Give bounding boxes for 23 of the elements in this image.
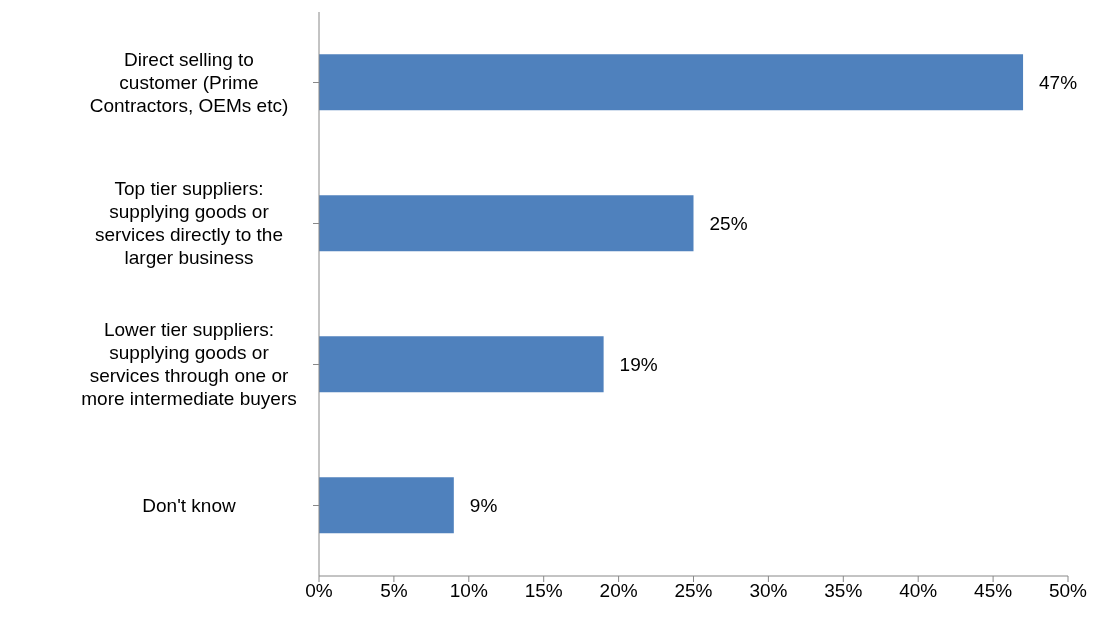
x-tick-label: 45% [974, 580, 1013, 602]
x-tick-label: 30% [749, 580, 788, 602]
x-tick-label: 50% [1048, 580, 1088, 602]
bar [319, 336, 604, 393]
bar [319, 54, 1024, 111]
x-tick-label: 5% [380, 580, 408, 602]
x-tick-label: 15% [524, 580, 563, 602]
x-tick-label: 40% [899, 580, 938, 602]
bar [319, 477, 454, 534]
x-tick-label: 35% [824, 580, 863, 602]
y-tick-label: Don't know [142, 494, 236, 516]
data-label: 19% [619, 354, 658, 376]
y-tick-label: Top tier suppliers: supplying goods or services directly to the larger business [95, 178, 283, 268]
x-tick-label: 25% [674, 580, 713, 602]
data-label: 47% [1039, 72, 1078, 94]
y-tick-label: Direct selling to customer (Prime Contractors, OEMs etc) [89, 48, 289, 116]
x-tick-label: 10% [449, 580, 488, 602]
y-tick-label: Lower tier suppliers: supplying goods or services through one or more intermediate buyers [81, 319, 297, 409]
data-label: 9% [469, 495, 498, 517]
x-tick-label: 0% [305, 580, 333, 602]
bar [319, 195, 694, 252]
data-label: 25% [709, 213, 748, 235]
x-tick-label: 20% [599, 580, 638, 602]
